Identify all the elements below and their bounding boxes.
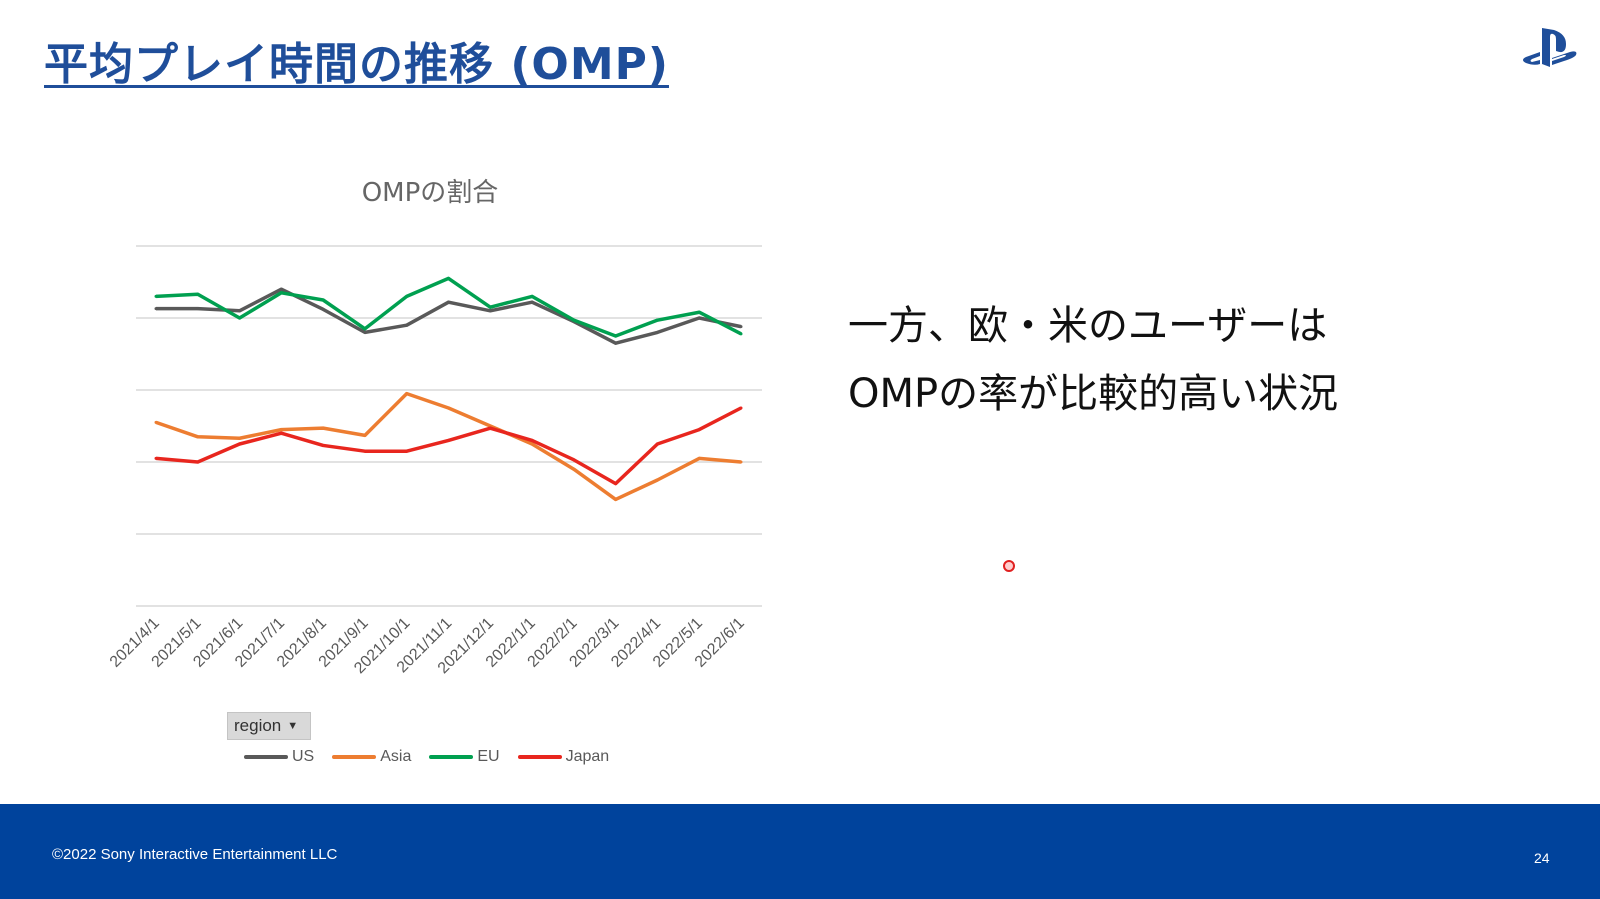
data-point-asia-10	[572, 467, 576, 471]
data-point-japan-9	[530, 438, 534, 442]
data-point-asia-12	[655, 478, 659, 482]
legend-label: US	[292, 748, 315, 765]
data-point-japan-8	[488, 426, 492, 430]
slide-body-text: 一方、欧・米のユーザーは OMPの率が比較的高い状況	[848, 292, 1338, 428]
data-point-eu-3	[279, 291, 283, 295]
data-point-asia-1	[196, 435, 200, 439]
data-point-japan-3	[279, 431, 283, 435]
series-line-japan	[155, 406, 742, 486]
data-point-asia-7	[447, 406, 450, 410]
legend-item-us: US	[244, 748, 314, 766]
data-point-eu-9	[530, 294, 534, 298]
data-point-eu-0	[154, 294, 158, 298]
legend-swatch	[429, 755, 474, 759]
data-point-japan-6	[405, 449, 409, 453]
data-point-asia-2	[238, 436, 242, 440]
data-point-asia-13	[697, 456, 701, 460]
data-point-japan-14	[739, 406, 743, 410]
region-filter-label: region	[234, 716, 282, 735]
data-point-japan-2	[238, 442, 242, 446]
data-point-eu-11	[614, 334, 618, 338]
data-point-us-6	[405, 323, 409, 327]
data-point-eu-8	[488, 305, 492, 309]
data-point-us-8	[488, 309, 492, 313]
data-point-japan-13	[697, 428, 701, 432]
legend-label: Asia	[380, 748, 412, 765]
legend-swatch	[244, 755, 288, 759]
data-point-us-9	[530, 300, 534, 304]
data-point-us-1	[196, 307, 200, 311]
data-point-eu-12	[655, 318, 659, 322]
legend-swatch	[517, 755, 562, 759]
data-point-us-0	[154, 307, 158, 311]
legend-swatch	[332, 755, 377, 759]
page-number: 24	[1534, 850, 1550, 866]
data-point-eu-4	[321, 298, 325, 302]
data-point-eu-7	[447, 276, 450, 280]
data-point-asia-11	[614, 497, 618, 501]
data-point-us-7	[447, 300, 450, 304]
copyright-text: ©2022 Sony Interactive Entertainment LLC	[52, 846, 338, 863]
legend-item-japan: Japan	[517, 748, 610, 766]
data-point-eu-10	[572, 318, 576, 322]
data-point-japan-12	[655, 442, 659, 446]
data-point-japan-0	[154, 456, 158, 460]
data-point-us-3	[279, 287, 283, 291]
data-point-asia-0	[154, 420, 158, 424]
data-point-eu-1	[196, 292, 200, 296]
data-point-japan-10	[572, 458, 576, 462]
data-point-asia-5	[363, 433, 367, 437]
body-line-1: 一方、欧・米のユーザーは	[848, 303, 1328, 349]
legend-label: Japan	[565, 748, 610, 765]
data-point-japan-7	[447, 438, 450, 442]
caret-down-icon: ▼	[287, 720, 299, 732]
data-point-japan-1	[196, 460, 200, 464]
data-point-asia-4	[321, 426, 325, 430]
data-point-us-11	[614, 341, 618, 345]
data-point-japan-5	[363, 449, 367, 453]
data-point-asia-6	[405, 392, 409, 396]
chart-title: OMPの割合	[361, 178, 499, 208]
slide-title: 平均プレイ時間の推移 (OMP)	[44, 39, 669, 90]
data-point-eu-5	[363, 327, 367, 331]
region-filter-button[interactable]: region ▼	[227, 712, 311, 740]
data-point-us-2	[238, 309, 242, 313]
data-point-japan-11	[614, 482, 618, 486]
data-point-us-5	[363, 330, 367, 334]
data-point-us-12	[655, 330, 659, 334]
data-point-eu-2	[238, 316, 242, 320]
data-point-eu-13	[697, 310, 701, 314]
playstation-logo-icon	[1523, 28, 1577, 67]
data-point-asia-3	[279, 428, 283, 432]
data-point-asia-14	[739, 460, 743, 464]
legend-item-asia: Asia	[332, 748, 411, 766]
data-point-us-14	[739, 325, 743, 329]
chart-legend: US Asia EU Japan	[244, 748, 609, 766]
legend-item-eu: EU	[429, 748, 500, 766]
legend-label: EU	[477, 748, 500, 765]
data-point-japan-4	[321, 443, 325, 447]
data-point-us-13	[697, 316, 701, 320]
data-point-eu-6	[405, 294, 409, 298]
footer-bar	[0, 804, 1600, 899]
laser-pointer-dot	[1003, 560, 1015, 572]
data-point-asia-9	[530, 442, 534, 446]
data-point-us-4	[321, 307, 325, 311]
body-line-2: OMPの率が比較的高い状況	[848, 371, 1339, 417]
data-point-eu-14	[739, 332, 743, 336]
